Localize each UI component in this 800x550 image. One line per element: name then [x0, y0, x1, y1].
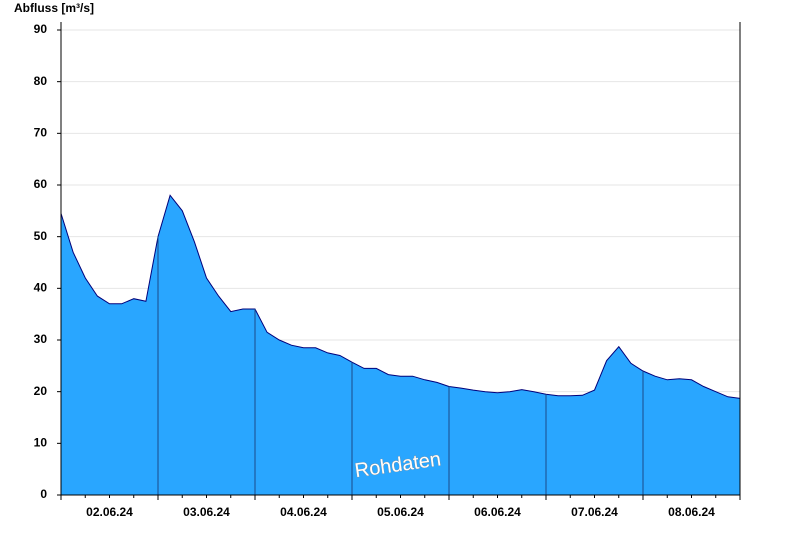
y-tick-label: 30 — [34, 332, 48, 346]
y-tick-label: 50 — [34, 229, 48, 243]
y-tick-label: 70 — [34, 126, 48, 140]
y-tick-label: 80 — [34, 74, 48, 88]
x-tick-label: 05.06.24 — [377, 505, 424, 519]
y-axis-label: Abfluss [m³/s] — [14, 1, 94, 15]
x-tick-label: 02.06.24 — [86, 505, 133, 519]
y-tick-label: 0 — [40, 487, 47, 501]
y-tick-label: 10 — [34, 436, 48, 450]
y-tick-label: 60 — [34, 177, 48, 191]
x-tick-label: 07.06.24 — [571, 505, 618, 519]
y-tick-label: 40 — [34, 281, 48, 295]
y-tick-label: 20 — [34, 384, 48, 398]
x-tick-label: 08.06.24 — [668, 505, 715, 519]
line — [60, 194, 741, 399]
area — [61, 195, 740, 496]
x-tick-label: 03.06.24 — [183, 505, 230, 519]
x-tick-label: 06.06.24 — [474, 505, 521, 519]
x-tick-label: 04.06.24 — [280, 505, 327, 519]
y-tick-label: 90 — [34, 22, 48, 36]
